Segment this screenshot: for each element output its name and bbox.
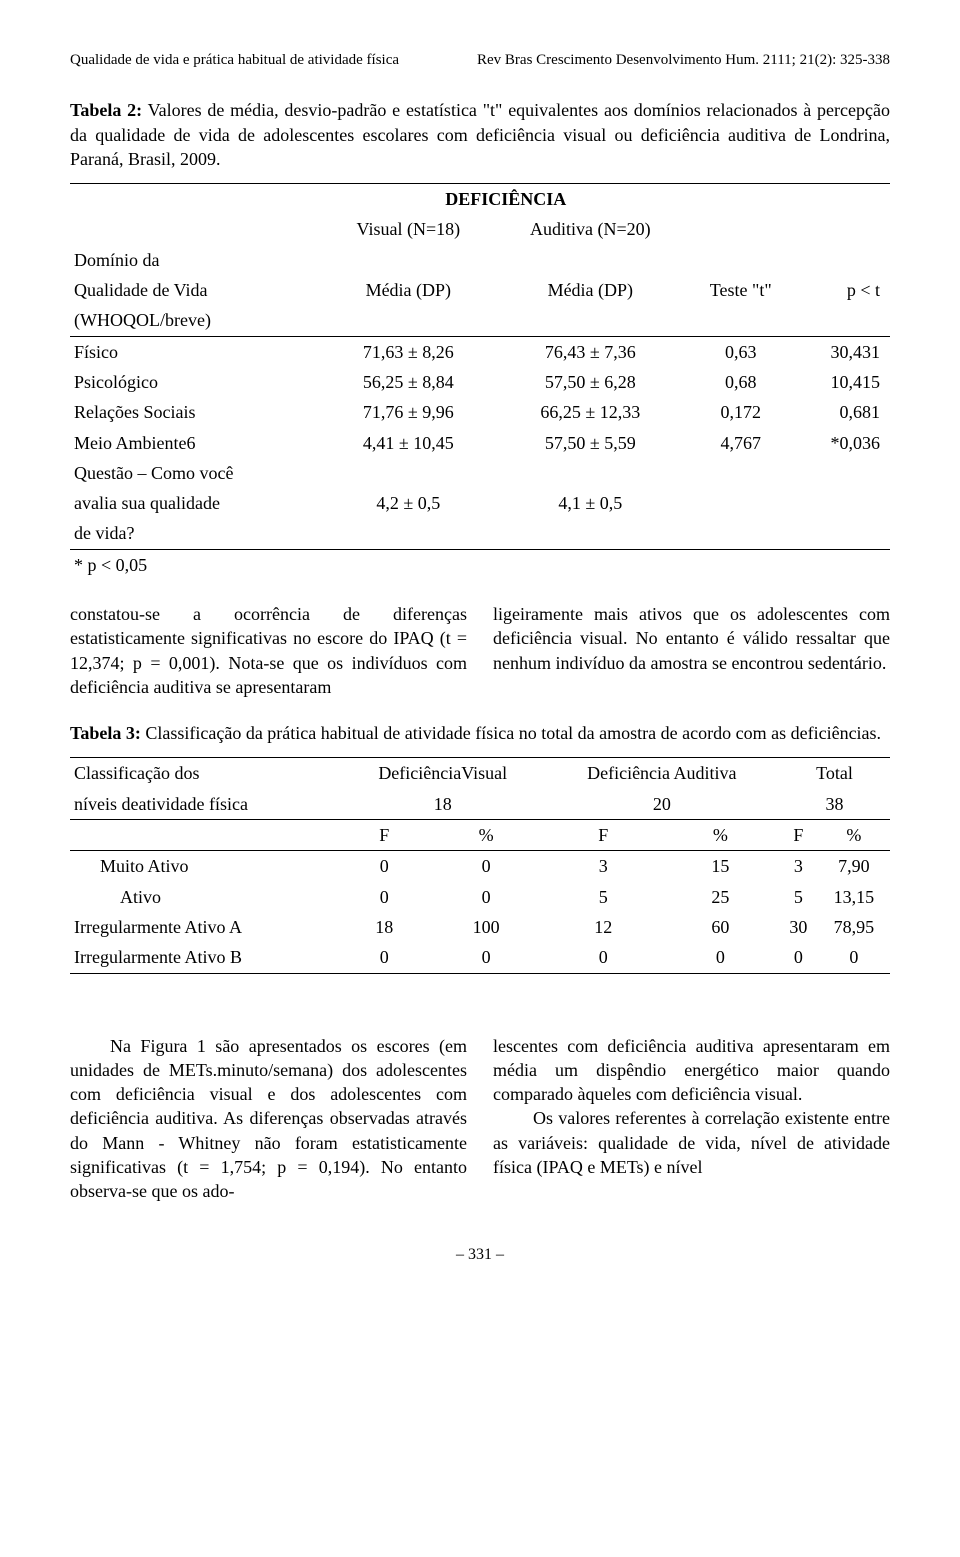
table-cell: 56,25 ± 8,84 [324,367,493,397]
table-cell: 15 [662,851,779,882]
table2-caption-text: Valores de média, desvio-padrão e estatí… [70,100,890,169]
table-cell: 30,431 [794,336,890,367]
paragraph-left: constatou-se a ocorrência de diferenças … [70,602,467,699]
table-row: Meio Ambiente6 [70,428,324,458]
table-cell: 10,415 [794,367,890,397]
table-cell: 60 [662,912,779,942]
table2-col-media2: Média (DP) [493,275,688,305]
table3-F: F [779,820,818,851]
page-number: – 331 – [70,1244,890,1266]
table2-footnote: * p < 0,05 [70,549,890,580]
table-cell: 4,767 [688,428,794,458]
table3-da-header: Deficiência Auditiva [545,758,779,789]
table2-col-media1: Média (DP) [324,275,493,305]
table-cell: 30 [779,912,818,942]
table-cell: 0,63 [688,336,794,367]
table3-caption-label: Tabela 3: [70,723,141,743]
table-cell: 100 [428,912,545,942]
table-cell: 0,681 [794,397,890,427]
table2-col-t: Teste "t" [688,275,794,305]
table3-total-header: Total [779,758,890,789]
table2-domain-label2: Qualidade de Vida [70,275,324,305]
table2-question-line3: de vida? [70,518,324,549]
paragraph-left: Na Figura 1 são apresentados os escores … [70,1034,467,1204]
table-row: Físico [70,336,324,367]
table-row: Psicológico [70,367,324,397]
table-cell: 0 [818,942,890,973]
table-cell: 0,172 [688,397,794,427]
table2-caption: Tabela 2: Valores de média, desvio-padrã… [70,98,890,171]
table3-n-tot: 38 [779,789,890,820]
table-cell: 57,50 ± 5,59 [493,428,688,458]
table-cell: 78,95 [818,912,890,942]
table2-col-p: p < t [794,275,890,305]
table-cell: 25 [662,882,779,912]
table-cell: 0 [779,942,818,973]
table3-F: F [341,820,428,851]
table-cell: 0,68 [688,367,794,397]
table-cell: 18 [341,912,428,942]
paragraph-right-1: lescentes com deficiência auditiva apres… [493,1034,890,1107]
table3-n-da: 20 [545,789,779,820]
table3-pct: % [428,820,545,851]
table-cell: 71,76 ± 9,96 [324,397,493,427]
table3-pct: % [662,820,779,851]
table-row: Relações Sociais [70,397,324,427]
table2-question-line1: Questão – Como você [70,458,324,488]
table-cell: 71,63 ± 8,26 [324,336,493,367]
table2-caption-label: Tabela 2: [70,100,142,120]
table-row: Irregularmente Ativo A [70,912,341,942]
paragraph-right: ligeiramente mais ativos que os adolesce… [493,602,890,699]
header-right: Rev Bras Crescimento Desenvolvimento Hum… [477,50,890,70]
table-row: Muito Ativo [70,851,341,882]
paragraph-right-2: Os valores referentes à correlação exist… [493,1106,890,1179]
table-cell: 0 [545,942,662,973]
table-cell: 7,90 [818,851,890,882]
table-cell: 0 [662,942,779,973]
table3-class-header2: níveis deatividade física [70,789,341,820]
table-cell: 0 [341,942,428,973]
table3-n-dv: 18 [341,789,545,820]
table-cell: 4,2 ± 0,5 [324,488,493,518]
table-cell: 12 [545,912,662,942]
table-cell: 5 [545,882,662,912]
table2-deficiency-header: DEFICIÊNCIA [324,184,688,215]
table-row: Irregularmente Ativo B [70,942,341,973]
table-cell: 4,41 ± 10,45 [324,428,493,458]
table-cell: *0,036 [794,428,890,458]
table-cell: 76,43 ± 7,36 [493,336,688,367]
table3-pct: % [818,820,890,851]
table3-class-header1: Classificação dos [70,758,341,789]
table-cell: 5 [779,882,818,912]
table2: DEFICIÊNCIA Visual (N=18) Auditiva (N=20… [70,183,890,580]
table2-visual-header: Visual (N=18) [324,214,493,244]
table-cell: 0 [341,882,428,912]
table-cell: 3 [545,851,662,882]
table-cell: 57,50 ± 6,28 [493,367,688,397]
paragraph-block-1: constatou-se a ocorrência de diferenças … [70,602,890,699]
table-cell: 3 [779,851,818,882]
table3-caption: Tabela 3: Classificação da prática habit… [70,721,890,745]
table3-F: F [545,820,662,851]
table-row: Ativo [70,882,341,912]
table-cell: 0 [341,851,428,882]
table-cell: 0 [428,882,545,912]
table2-question-line2: avalia sua qualidade [70,488,324,518]
paragraph-block-2: Na Figura 1 são apresentados os escores … [70,1034,890,1204]
table-cell: 0 [428,942,545,973]
table2-domain-label3: (WHOQOL/breve) [70,305,324,336]
table3-dv-header: DeficiênciaVisual [341,758,545,789]
table-cell: 0 [428,851,545,882]
table-cell: 4,1 ± 0,5 [493,488,688,518]
table2-domain-label1: Domínio da [70,245,324,275]
table-cell: 13,15 [818,882,890,912]
table3-caption-text: Classificação da prática habitual de ati… [141,723,881,743]
table3: Classificação dos DeficiênciaVisual Defi… [70,757,890,973]
table-cell: 66,25 ± 12,33 [493,397,688,427]
running-header: Qualidade de vida e prática habitual de … [70,50,890,70]
table2-auditiva-header: Auditiva (N=20) [493,214,688,244]
header-left: Qualidade de vida e prática habitual de … [70,50,399,70]
